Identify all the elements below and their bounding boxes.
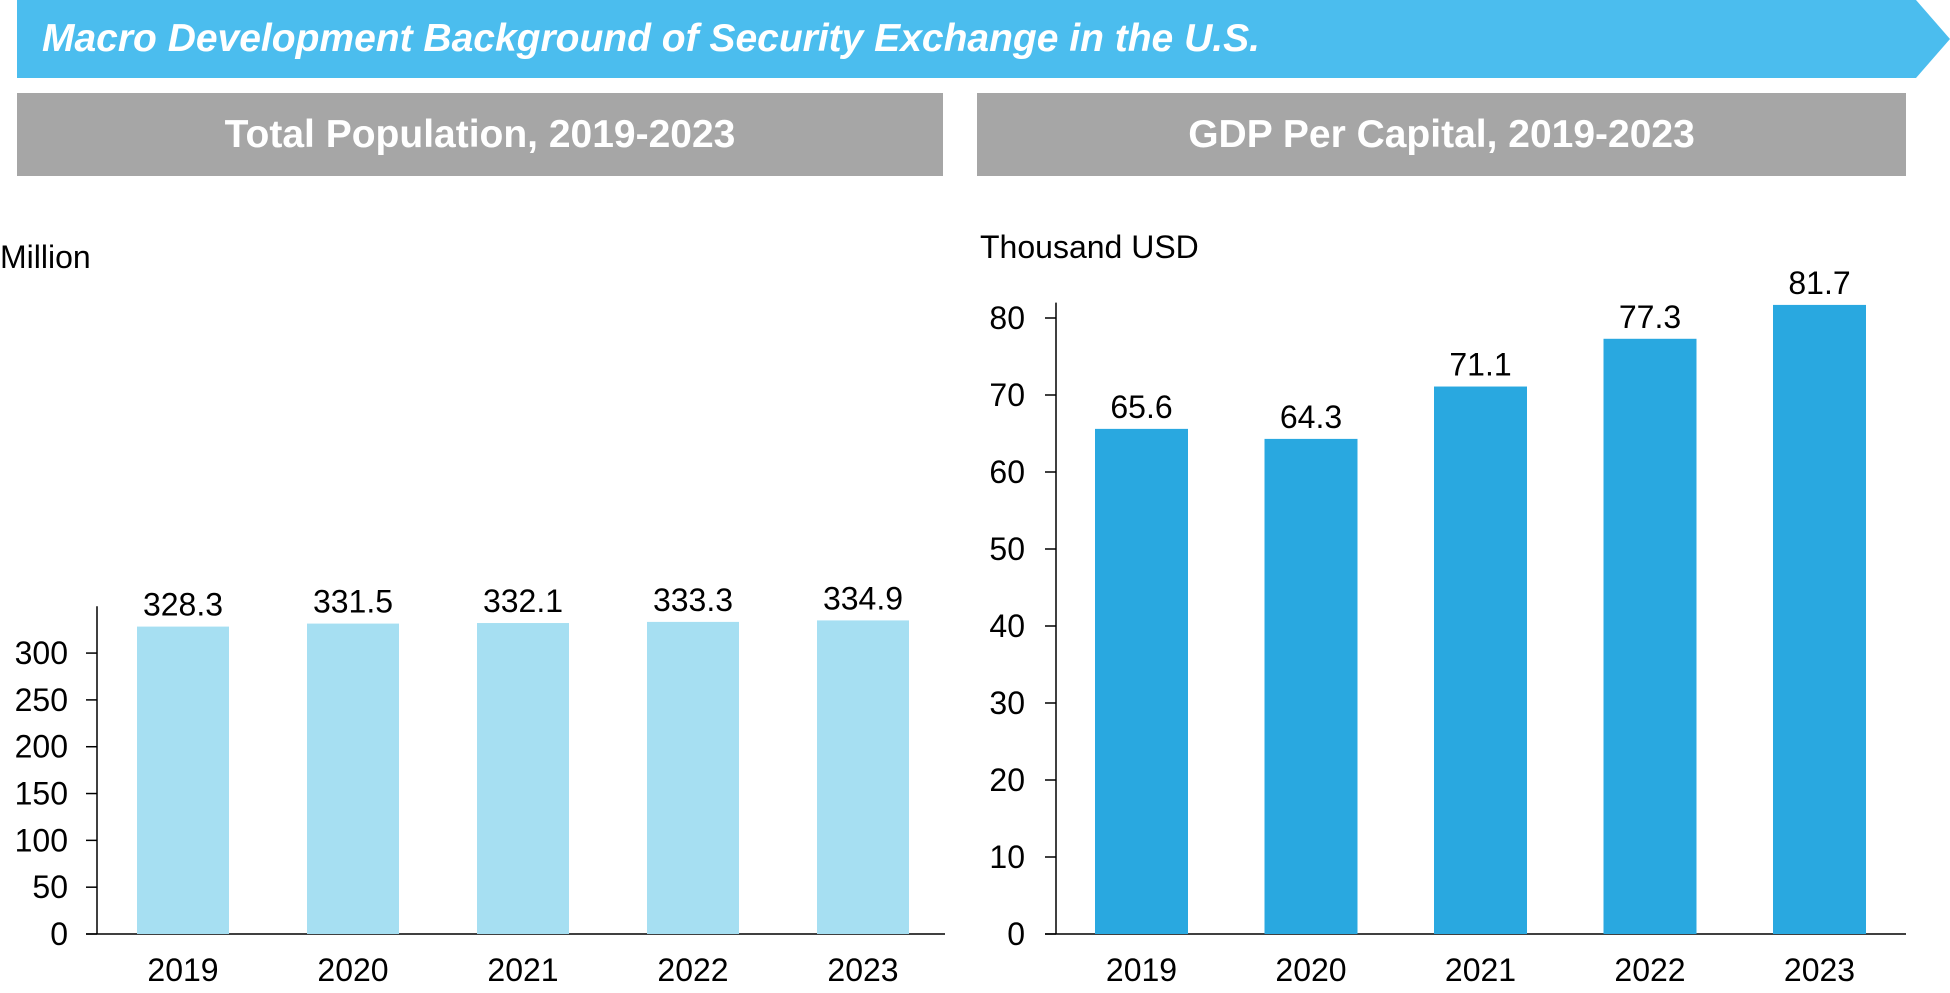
population-y-tick-label: 0 (50, 916, 68, 952)
population-chart: Million 0 50 100 150 200 250 300 328.3 2019 331.5 2… (0, 239, 945, 988)
banner-arrow-shape (17, 0, 1950, 78)
gdp-x-tick-label-2020: 2020 (1275, 952, 1346, 988)
population-y-tick-label: 100 (15, 822, 68, 858)
gdp-y-tick-label: 60 (989, 454, 1025, 490)
population-bar-2021 (477, 623, 569, 934)
population-data-label-2023: 334.9 (823, 580, 903, 616)
gdp-data-label-2021: 71.1 (1449, 347, 1511, 383)
population-unit-label: Million (0, 239, 91, 275)
gdp-x-tick-label-2019: 2019 (1106, 952, 1177, 988)
population-chart-title: Total Population, 2019-2023 (17, 93, 943, 176)
gdp-bar-2022 (1603, 338, 1697, 934)
population-data-label-2021: 332.1 (483, 583, 563, 619)
gdp-y-tick-label: 20 (989, 762, 1025, 798)
gdp-data-label-2020: 64.3 (1280, 399, 1342, 435)
gdp-x-tick-label-2022: 2022 (1614, 952, 1685, 988)
population-y-tick-label: 50 (32, 869, 68, 905)
population-bar-2019 (137, 626, 229, 934)
population-x-tick-label-2019: 2019 (147, 952, 218, 988)
gdp-chart-title: GDP Per Capital, 2019-2023 (977, 93, 1906, 176)
gdp-chart: Thousand USD 0 10 20 30 40 50 60 70 80 65.6 2019 64.… (980, 229, 1906, 988)
population-bar-2020 (307, 623, 399, 934)
gdp-y-tick-label: 40 (989, 608, 1025, 644)
banner-title: Macro Development Background of Security… (42, 17, 1260, 60)
gdp-y-tick-label: 30 (989, 685, 1025, 721)
population-bar-2023 (817, 620, 909, 934)
gdp-y-tick-label: 10 (989, 839, 1025, 875)
population-y-tick-label: 150 (15, 776, 68, 812)
population-y-tick-label: 300 (15, 635, 68, 671)
population-x-tick-label-2022: 2022 (657, 952, 728, 988)
gdp-bar-2023 (1773, 304, 1866, 934)
population-x-tick-label-2023: 2023 (827, 952, 898, 988)
gdp-x-tick-label-2021: 2021 (1445, 952, 1516, 988)
population-bar-2022 (647, 621, 739, 934)
gdp-y-tick-label: 50 (989, 531, 1025, 567)
gdp-data-label-2019: 65.6 (1110, 389, 1172, 425)
population-x-tick-label-2021: 2021 (487, 952, 558, 988)
banner: Macro Development Background of Security… (0, 0, 1950, 78)
gdp-y-tick-label: 0 (1007, 916, 1025, 952)
gdp-y-tick-label: 70 (989, 377, 1025, 413)
gdp-bar-2020 (1264, 438, 1358, 934)
population-y-tick-label: 200 (15, 729, 68, 765)
gdp-x-tick-label-2023: 2023 (1784, 952, 1855, 988)
gdp-unit-label: Thousand USD (980, 229, 1199, 265)
population-x-tick-label-2020: 2020 (317, 952, 388, 988)
gdp-data-label-2023: 81.7 (1788, 265, 1850, 301)
population-data-label-2019: 328.3 (143, 587, 223, 623)
gdp-y-tick-label: 80 (989, 300, 1025, 336)
population-data-label-2022: 333.3 (653, 582, 733, 618)
population-data-label-2020: 331.5 (313, 584, 393, 620)
gdp-data-label-2022: 77.3 (1619, 299, 1681, 335)
population-y-tick-label: 250 (15, 682, 68, 718)
gdp-bar-2019 (1095, 428, 1188, 934)
gdp-bar-2021 (1434, 386, 1527, 934)
